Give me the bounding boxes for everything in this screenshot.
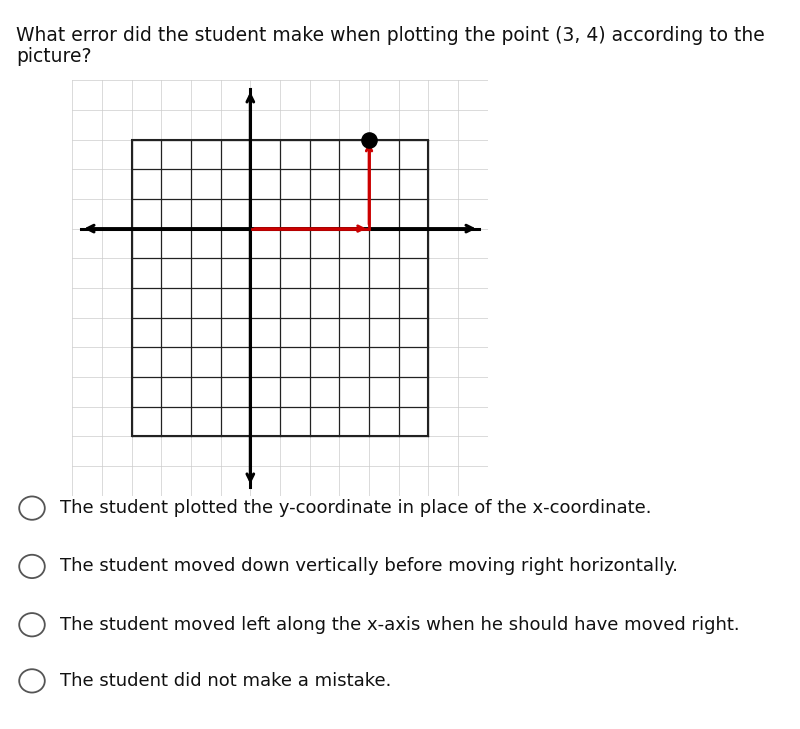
Text: What error did the student make when plotting the point (3, 4) according to the: What error did the student make when plo… — [16, 26, 765, 44]
Text: The student moved down vertically before moving right horizontally.: The student moved down vertically before… — [60, 558, 678, 575]
Bar — [131, 139, 429, 437]
Text: picture?: picture? — [16, 47, 91, 66]
Text: The student did not make a mistake.: The student did not make a mistake. — [60, 672, 391, 690]
Point — [362, 133, 375, 145]
Text: The student plotted the y-coordinate in place of the x-coordinate.: The student plotted the y-coordinate in … — [60, 499, 651, 517]
Text: The student moved left along the x-axis when he should have moved right.: The student moved left along the x-axis … — [60, 616, 740, 634]
